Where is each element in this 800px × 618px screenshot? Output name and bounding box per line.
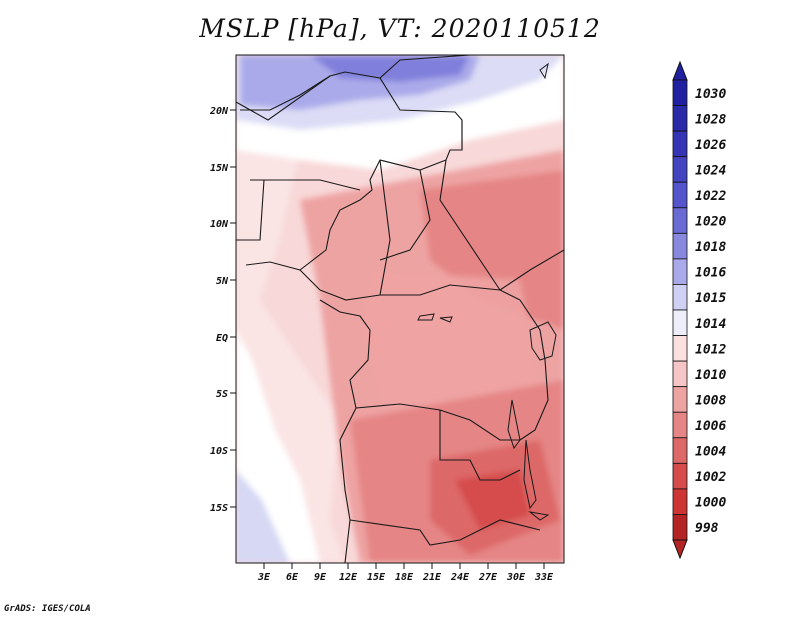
lat-label: EQ [216, 333, 228, 344]
lat-label: 15S [210, 503, 228, 514]
lon-label: 27E [478, 572, 498, 583]
colorbar: 1030 1028 1026 1024 1022 1020 1018 1016 1015 1014… [672, 60, 726, 560]
country-borders [236, 55, 564, 563]
colorbar-label: 1016 [695, 266, 726, 281]
colorbar-swatch [672, 207, 688, 234]
colorbar-label: 1010 [695, 368, 726, 383]
lon-label: 18E [395, 572, 414, 583]
colorbar-label: 1006 [695, 419, 726, 434]
lon-label: 21E [422, 572, 442, 583]
colorbar-swatch [672, 386, 688, 413]
colorbar-label: 1022 [695, 189, 726, 204]
lat-label: 5S [216, 389, 228, 400]
lat-label: 20N [209, 106, 229, 117]
colorbar-swatch [672, 284, 688, 311]
colorbar-swatch [672, 335, 688, 362]
colorbar-label: 998 [695, 521, 719, 536]
colorbar-label: 1018 [695, 240, 726, 255]
lon-label: 24E [450, 572, 470, 583]
colorbar-label: 1030 [695, 87, 726, 102]
colorbar-swatch [672, 411, 688, 439]
lon-label: 12E [339, 572, 358, 583]
colorbar-swatch [672, 79, 688, 106]
colorbar-bottom-arrow [672, 539, 688, 560]
colorbar-swatch [672, 488, 688, 515]
lat-label: 10N [210, 219, 229, 230]
lat-label: 10S [210, 446, 228, 457]
colorbar-swatch [672, 105, 688, 132]
colorbar-swatch [672, 130, 688, 158]
lon-label: 6E [286, 572, 299, 583]
lat-label: 15N [210, 163, 229, 174]
colorbar-label: 1015 [695, 291, 726, 306]
lat-label: 5N [216, 276, 229, 287]
credit-text: GrADS: IGES/COLA [4, 604, 91, 614]
lon-label: 9E [314, 572, 327, 583]
colorbar-swatch [672, 309, 688, 336]
map-frame [235, 54, 565, 564]
colorbar-label: 1002 [695, 470, 726, 485]
lon-label: 30E [506, 572, 526, 583]
colorbar-swatch [672, 437, 688, 464]
pressure-field [236, 55, 564, 563]
lon-label: 33E [534, 572, 554, 583]
colorbar-swatch [672, 156, 688, 183]
colorbar-label: 1026 [695, 138, 726, 153]
colorbar-swatch [672, 462, 688, 490]
colorbar-label: 1024 [695, 163, 726, 178]
latitude-axis: 20N 15N 10N 5N EQ 5S 10S 15S [209, 106, 236, 514]
lon-label: 3E [257, 572, 271, 583]
colorbar-label: 1028 [695, 112, 726, 127]
colorbar-swatch [672, 181, 688, 209]
colorbar-label: 1020 [695, 215, 726, 230]
colorbar-label: 1008 [695, 393, 726, 408]
lon-label: 15E [367, 572, 386, 583]
colorbar-swatch [672, 258, 688, 285]
longitude-axis: 3E 6E 9E 12E 15E 18E 21E 24E 27E 30E 33E [257, 563, 554, 583]
colorbar-label: 1012 [695, 342, 726, 357]
lake-outlines [417, 62, 557, 521]
colorbar-label: 1014 [695, 317, 726, 332]
colorbar-swatch [672, 232, 688, 260]
colorbar-label: 1000 [695, 496, 726, 511]
colorbar-label: 1004 [695, 445, 726, 460]
colorbar-swatch [672, 360, 688, 388]
colorbar-swatch [672, 514, 688, 541]
map-title: MSLP [hPa], VT: 2020110512 [199, 14, 601, 43]
colorbar-top-arrow [672, 60, 688, 81]
